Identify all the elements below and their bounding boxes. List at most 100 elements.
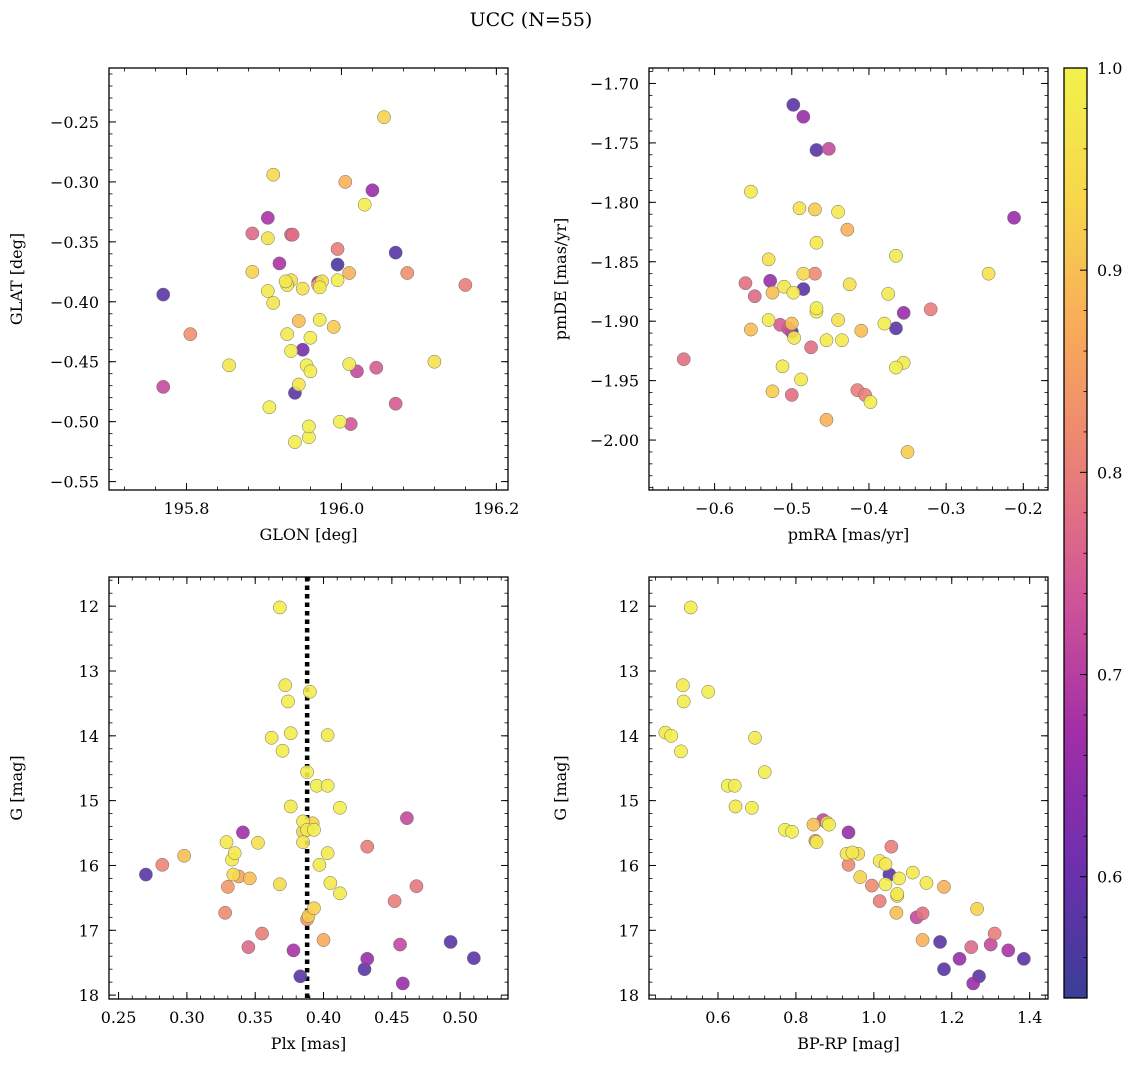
scatter-point <box>155 857 170 872</box>
y-tick-label: 13 <box>79 662 99 681</box>
scatter-point <box>284 344 298 358</box>
scatter-point <box>312 312 327 327</box>
scatter-point <box>854 323 869 338</box>
scatter-point <box>312 280 327 295</box>
scatter-point <box>763 273 778 288</box>
scatter-point <box>236 825 250 840</box>
plot-frame <box>648 576 1049 1000</box>
scatter-point <box>245 264 260 279</box>
scatter-point <box>307 901 321 916</box>
scatter-point <box>377 110 391 125</box>
y-tick-label: 12 <box>79 597 99 616</box>
scatter-point <box>303 330 318 345</box>
y-tick-label: −0.40 <box>50 293 99 312</box>
y-tick-label: −0.25 <box>50 113 99 132</box>
scatter-point <box>872 894 887 908</box>
scatter-point <box>264 730 279 745</box>
scatter-point <box>878 877 893 892</box>
scatter-point <box>915 933 930 947</box>
colorbar-tick-label: 0.9 <box>1097 261 1122 280</box>
x-tick-label: −0.4 <box>850 499 889 518</box>
scatter-point <box>786 285 801 300</box>
scatter-point <box>761 313 776 327</box>
scatter-point <box>260 231 275 246</box>
panel-pmra-pmde: −0.6 −0.5 −0.4 −0.3 −0.2 −1.70 −1.75 −1.80 −1.85… <box>551 67 1049 544</box>
colorbar: 0.6 0.7 0.8 0.9 1.0 <box>1063 59 1122 999</box>
scatter-point <box>809 235 824 250</box>
scatter-point <box>744 184 758 199</box>
scatter-point <box>761 252 776 267</box>
scatter-point <box>156 287 171 302</box>
scatter-point <box>291 314 306 328</box>
scatter-point <box>765 285 780 300</box>
scatter-point <box>221 880 235 894</box>
scatter-point <box>785 824 799 839</box>
scatter-point <box>915 906 930 921</box>
scatter-point <box>890 887 905 901</box>
scatter-point <box>183 327 198 341</box>
scatter-point <box>809 835 824 849</box>
y-tick-label: −1.90 <box>590 312 639 331</box>
scatter-point <box>806 817 821 832</box>
scatter-point <box>219 835 234 849</box>
scatter-point <box>286 943 301 958</box>
scatter-point <box>300 765 314 779</box>
scatter-point <box>808 202 822 217</box>
scatter-point <box>360 839 375 854</box>
scatter-point <box>326 320 341 334</box>
scatter-point <box>889 905 904 920</box>
scatter-point <box>255 926 269 941</box>
y-tick-label: −0.50 <box>50 413 99 432</box>
scatter-point <box>338 175 353 189</box>
scatter-point <box>1007 210 1021 225</box>
scatter-point <box>676 352 691 367</box>
y-tick-label: −2.00 <box>590 431 639 450</box>
scatter-point <box>388 245 403 260</box>
scatter-point <box>260 284 275 298</box>
scatter-point <box>388 396 403 411</box>
scatter-point <box>748 730 762 745</box>
scatter-point <box>342 266 357 280</box>
scatter-point <box>278 678 293 693</box>
scatter-point <box>842 277 857 292</box>
scatter-point <box>369 360 384 375</box>
scatter-point <box>365 183 380 198</box>
panel-bprp-g: 0.6 0.8 1.0 1.2 1.4 12 13 14 15 16 17 18 BP-RP [mag]… <box>551 576 1049 1053</box>
scatter-point <box>889 360 903 375</box>
scatter-point <box>787 330 801 345</box>
scatter-point <box>792 201 807 216</box>
scatter-point <box>676 678 690 693</box>
scatter-point <box>357 197 372 212</box>
y-tick-label: 15 <box>619 792 639 811</box>
scatter-point <box>809 143 824 157</box>
scatter-point <box>765 384 780 399</box>
scatter-point <box>1001 943 1016 958</box>
scatter-point <box>316 933 331 947</box>
scatter-point <box>295 281 310 296</box>
x-tick-label: 1.0 <box>861 1008 886 1027</box>
scatter-point <box>218 905 232 920</box>
scatter-point <box>674 744 688 759</box>
scatter-point <box>302 419 316 434</box>
scatter-point <box>784 388 799 402</box>
x-tick-label: 0.8 <box>783 1008 808 1027</box>
scatter-point <box>285 227 300 242</box>
scatter-point <box>865 878 879 893</box>
scatter-point <box>808 266 822 281</box>
scatter-point <box>307 822 321 837</box>
y-tick-label: 12 <box>619 597 639 616</box>
scatter-point <box>320 846 335 860</box>
scatter-point <box>360 951 375 966</box>
x-axis-label: pmRA [mas/yr] <box>788 525 910 544</box>
scatter-point <box>786 98 801 112</box>
scatter-point <box>278 274 293 289</box>
scatter-point <box>427 354 442 369</box>
scatter-point <box>747 289 762 304</box>
scatter-point <box>701 684 716 699</box>
scatter-point <box>664 728 679 743</box>
scatter-point <box>937 962 951 977</box>
scatter-point <box>878 857 893 872</box>
scatter-point <box>840 222 855 237</box>
scatter-point <box>845 845 860 860</box>
scatter-point <box>727 778 742 793</box>
